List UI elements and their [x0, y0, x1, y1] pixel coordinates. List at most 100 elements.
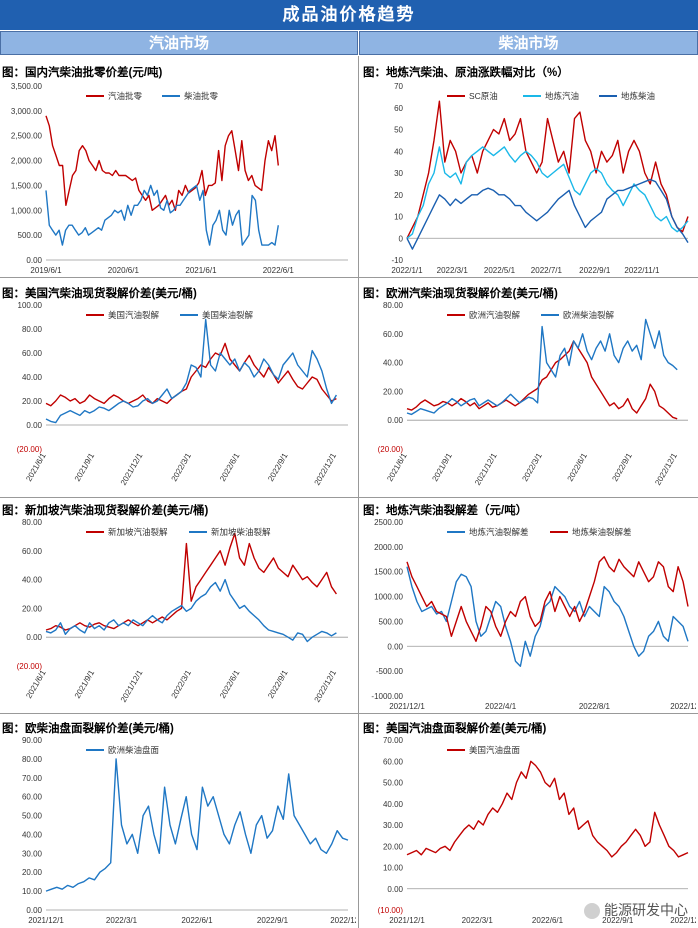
- y-tick-label: -10: [391, 256, 403, 265]
- y-tick-label: 60.00: [383, 757, 404, 766]
- y-tick-label: 0.00: [387, 416, 403, 425]
- legend-label: 地炼柴油裂解差: [572, 527, 632, 537]
- legend-label: 美国柴油裂解: [202, 310, 254, 320]
- chart-panel-us-crack-spread: 图：美国汽柴油现货裂解价差(美元/桶) (20.00) 0.00 20.00 40.0…: [0, 285, 356, 495]
- y-tick-label: 40: [394, 147, 403, 156]
- x-tick-label: 2022/9/1: [602, 916, 634, 925]
- chart-title: 图：国内汽柴油批零价差(元/吨): [2, 67, 163, 79]
- wechat-icon: [584, 903, 600, 920]
- y-tick-label: 2,000.00: [11, 157, 43, 166]
- chart-title: 图：新加坡汽柴油现货裂解价差(美元/桶): [2, 505, 209, 517]
- chart-svg: 0.00 10.00 20.00 30.00 40.00 50.00 60.00 70.00 8…: [22, 736, 356, 925]
- x-tick-label: 2022/9/1: [610, 451, 634, 483]
- x-tick-label: 2022/12/1: [670, 916, 696, 925]
- series-line: [45, 532, 337, 631]
- legend-label: 欧洲柴油裂解: [563, 310, 615, 320]
- chart-panel-eu-diesel-futures: 图：欧柴油盘面裂解价差(美元/桶) 0.00 10.00 20.00 30.00 40.…: [0, 720, 356, 926]
- x-tick-label: 2021/6/1: [24, 668, 48, 700]
- chart-panel-us-gasoline-futures: 图：美国汽油盘面裂解价差(美元/桶) (10.00) 0.00 10.00 20.00…: [361, 720, 696, 926]
- series-line: [406, 318, 678, 416]
- legend-label: 欧洲汽油裂解: [469, 310, 521, 320]
- series-line: [45, 758, 349, 892]
- y-tick-label: 2,500.00: [11, 132, 43, 141]
- x-tick-label: 2021/12/1: [389, 702, 425, 711]
- y-tick-label: 2000.00: [374, 543, 403, 552]
- x-tick-label: 2022/6/1: [181, 916, 213, 925]
- chart-title: 图：欧柴油盘面裂解价差(美元/桶): [2, 723, 174, 735]
- x-tick-label: 2021/9/1: [73, 668, 97, 700]
- x-tick-label: 2021/9/1: [73, 451, 97, 483]
- y-tick-label: 0: [399, 234, 404, 243]
- y-tick-label: -1000.00: [371, 692, 403, 701]
- chart-svg: 0.00 500.00 1,000.00 1,500.00 2,000.00 2,500.…: [11, 82, 348, 275]
- x-tick-label: 2022/9/1: [266, 668, 290, 700]
- y-tick-label: 30.00: [383, 821, 404, 830]
- x-tick-label: 2022/5/1: [484, 266, 516, 275]
- y-tick-label: 10.00: [22, 887, 43, 896]
- series-line: [45, 578, 337, 643]
- y-tick-label: 80.00: [22, 518, 43, 527]
- y-tick-label: 50.00: [383, 779, 404, 788]
- series-line: [406, 566, 689, 667]
- y-tick-label: 1000.00: [374, 593, 403, 602]
- y-tick-label: 40.00: [22, 576, 43, 585]
- y-tick-label: 50.00: [22, 812, 43, 821]
- y-tick-label: 90.00: [22, 736, 43, 745]
- series-line: [45, 115, 279, 212]
- x-tick-label: 2021/9/1: [430, 451, 454, 483]
- x-tick-label: 2021/12/1: [119, 451, 145, 487]
- legend-label: 欧洲柴油盘面: [108, 745, 160, 755]
- y-tick-label: 1,000.00: [11, 206, 43, 215]
- chart-title: 图：地炼汽柴油、原油涨跌幅对比（%）: [363, 67, 569, 79]
- series-line: [45, 318, 338, 424]
- x-tick-label: 2022/3/1: [170, 451, 194, 483]
- row-divider-3: [0, 713, 698, 714]
- legend-label: 汽油批零: [108, 91, 143, 101]
- x-tick-label: 2021/6/1: [24, 451, 48, 483]
- y-tick-label: 0.00: [26, 421, 42, 430]
- column-divider: [358, 56, 359, 928]
- legend-label: 美国汽油裂解: [108, 310, 160, 320]
- x-tick-label: 2019/6/1: [30, 266, 62, 275]
- x-tick-label: 2022/3/1: [437, 266, 469, 275]
- x-tick-label: 2022/6/1: [218, 668, 242, 700]
- x-tick-label: 2021/12/1: [473, 451, 499, 487]
- x-tick-label: 2022/9/1: [266, 451, 290, 483]
- y-tick-label: 500.00: [379, 617, 404, 626]
- y-tick-label: -500.00: [376, 667, 404, 676]
- chart-svg: (10.00) 0.00 10.00 20.00 30.00 40.00 50.00 60.0…: [378, 736, 696, 925]
- y-tick-label: 3,000.00: [11, 107, 43, 116]
- y-tick-label: 80.00: [22, 325, 43, 334]
- y-tick-label: 40.00: [383, 359, 404, 368]
- y-tick-label: 0.00: [26, 906, 42, 915]
- y-tick-label: 60.00: [22, 349, 43, 358]
- y-tick-label: 1,500.00: [11, 181, 43, 190]
- x-tick-label: 2022/3/1: [106, 916, 138, 925]
- y-tick-label: 60: [394, 104, 403, 113]
- y-tick-label: 10: [394, 213, 403, 222]
- x-tick-label: 2022/12/1: [313, 451, 339, 487]
- x-tick-label: 2022/6/1: [566, 451, 590, 483]
- x-tick-label: 2021/6/1: [385, 451, 409, 483]
- chart-title: 图：美国汽柴油现货裂解价差(美元/桶): [2, 288, 197, 300]
- watermark-text: 能源研发中心: [604, 902, 688, 918]
- x-tick-label: 2022/3/1: [462, 916, 494, 925]
- x-tick-label: 2022/6/1: [263, 266, 295, 275]
- x-tick-label: 2021/6/1: [185, 266, 217, 275]
- y-tick-label: 60.00: [383, 330, 404, 339]
- series-line: [406, 760, 689, 858]
- y-tick-label: (20.00): [17, 662, 43, 671]
- chart-panel-refinery-crack: 图：地炼汽柴油裂解差（元/吨） -1000.00 -500.00 0.00 500.0…: [361, 502, 696, 712]
- page-banner: 成品油价格趋势: [0, 0, 698, 30]
- y-tick-label: 20.00: [22, 604, 43, 613]
- y-tick-label: 20.00: [383, 387, 404, 396]
- chart-title: 图：地炼汽柴油裂解差（元/吨）: [363, 505, 528, 517]
- legend-label: 地炼汽油裂解差: [469, 527, 529, 537]
- legend-label: 地炼汽油: [545, 91, 579, 101]
- legend-label: 柴油批零: [184, 91, 219, 101]
- series-line: [406, 556, 689, 643]
- y-tick-label: 30: [394, 169, 403, 178]
- y-tick-label: 30.00: [22, 849, 43, 858]
- chart-panel-refinery-change-compare: 图：地炼汽柴油、原油涨跌幅对比（%） -10 0 10 20 30 40 50 60 70 202…: [361, 64, 696, 275]
- x-tick-label: 2022/8/1: [579, 702, 611, 711]
